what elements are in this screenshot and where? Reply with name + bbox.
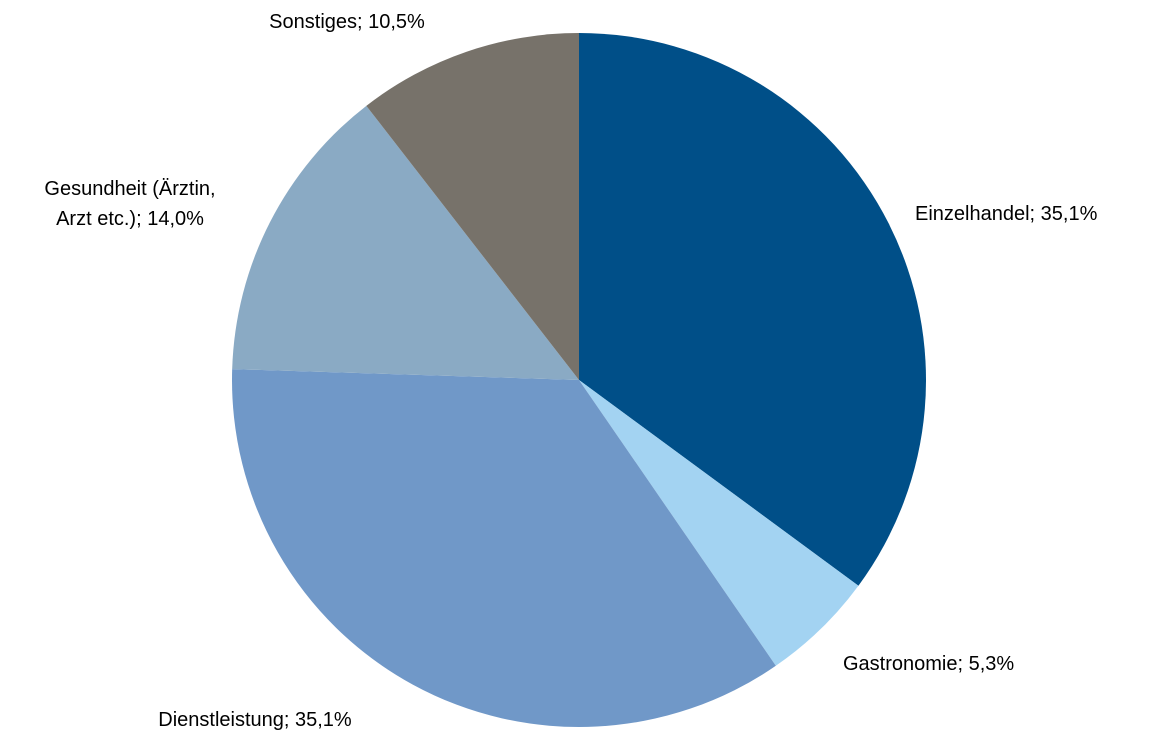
data-label: Gastronomie; 5,3%: [843, 653, 1014, 675]
data-label: Einzelhandel; 35,1%: [915, 203, 1098, 225]
pie-slice: [231, 369, 776, 727]
data-label: Sonstiges; 10,5%: [269, 11, 425, 33]
pie-slice: [232, 105, 580, 380]
pie-slice: [579, 380, 859, 666]
data-label: Gesundheit (Ärztin, Arzt etc.); 14,0%: [44, 178, 215, 230]
pie-slice: [579, 33, 926, 586]
pie-slice: [366, 33, 579, 380]
data-label: Dienstleistung; 35,1%: [158, 709, 352, 731]
